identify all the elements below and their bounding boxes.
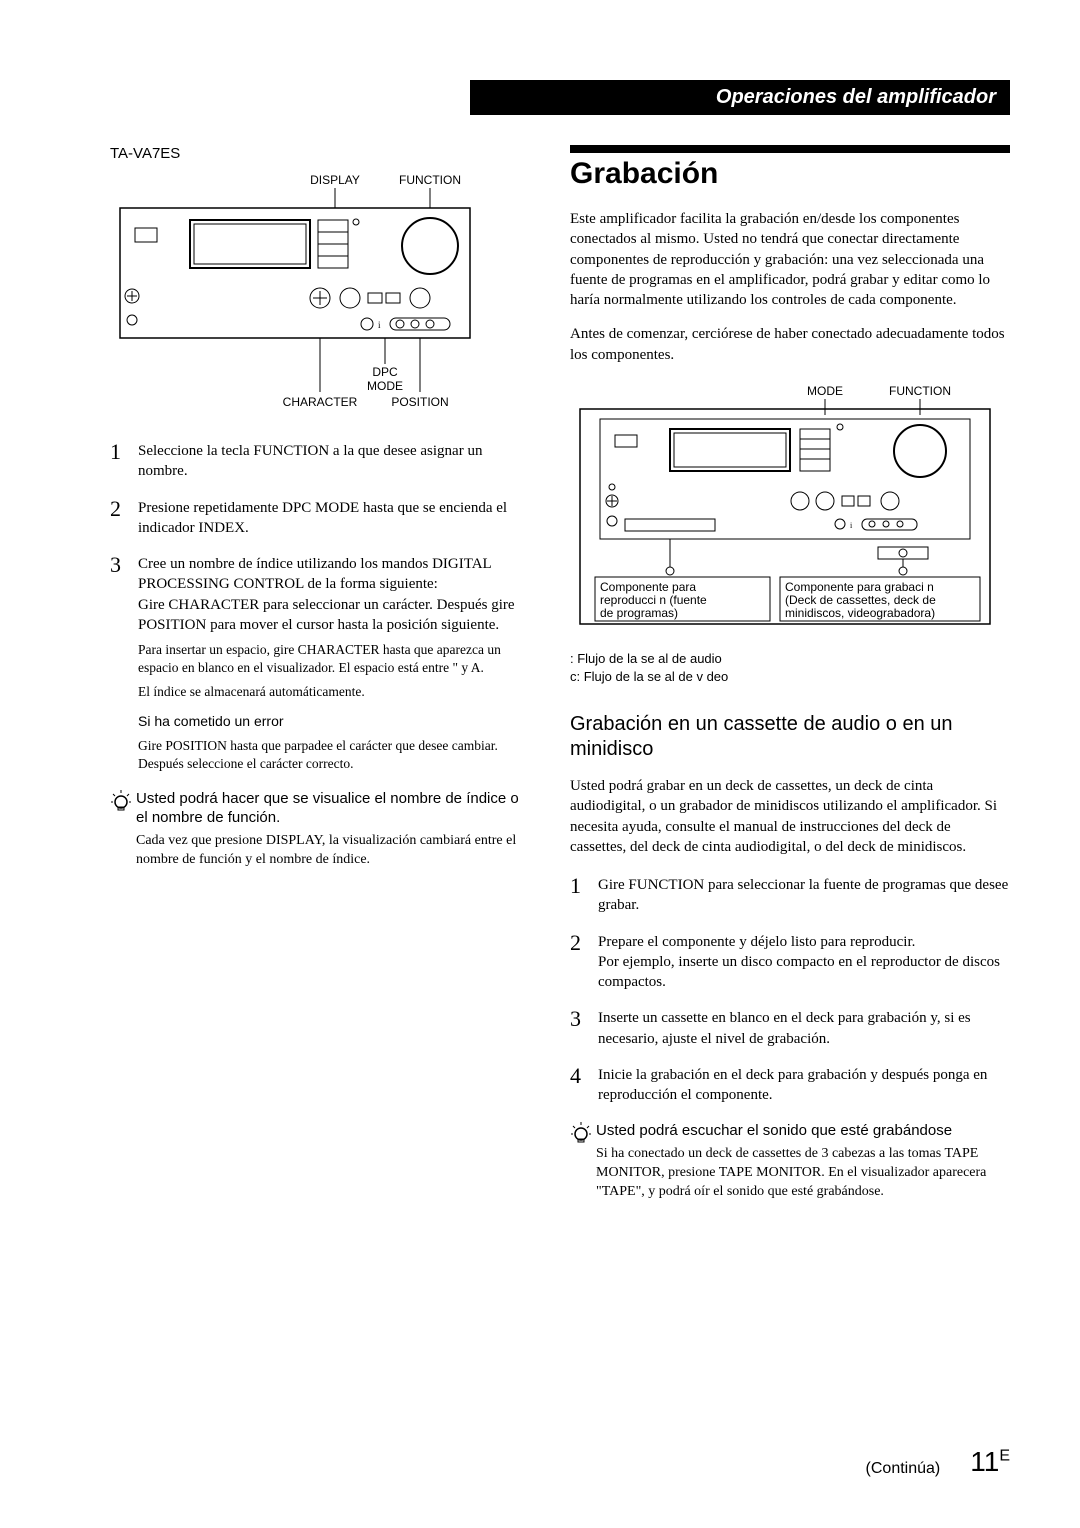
svg-text:de programas): de programas) [600,606,678,620]
step-number: 1 [110,441,138,482]
page-footer: (Continúa) 11E [866,1446,1010,1478]
model-label: TA-VA7ES [110,145,530,162]
tip-icon [570,1121,596,1148]
svg-text:MODE: MODE [367,379,403,393]
step-number: 2 [570,932,598,993]
svg-text:POSITION: POSITION [391,395,448,409]
right-step-4: 4 Inicie la grabación en el deck para gr… [570,1065,1010,1106]
page-number: 11E [970,1446,1010,1478]
step-text: Seleccione la tecla FUNCTION a la que de… [138,441,530,482]
left-column: TA-VA7ES DISPLAY FUNCTION [110,145,530,1202]
error-body: Gire POSITION hasta que parpadee el cará… [138,737,530,773]
amplifier-diagram-right: MODE FUNCTION [570,379,1010,644]
section-header: Operaciones del amplificador [470,80,1010,115]
svg-text:(Deck de cassettes, deck de: (Deck de cassettes, deck de [785,593,936,607]
title-rule [570,145,1010,153]
svg-text:MODE: MODE [807,384,843,398]
left-step-3: 3 Cree un nombre de índice utilizando lo… [110,554,530,773]
diagram-legend: : Flujo de la se al de audio c: Flujo de… [570,650,1010,686]
svg-text:DPC: DPC [372,365,398,379]
right-column: Grabación Este amplificador facilita la … [570,145,1010,1202]
svg-text:FUNCTION: FUNCTION [399,173,461,187]
legend-line: : Flujo de la se al de audio [570,650,1010,668]
svg-text:minidiscos, videograbadora): minidiscos, videograbadora) [785,606,935,620]
svg-text:reproducci n (fuente: reproducci n (fuente [600,593,707,607]
step-number: 2 [110,498,138,539]
step-text: Inserte un cassette en blanco en el deck… [598,1008,1010,1049]
left-step-1: 1 Seleccione la tecla FUNCTION a la que … [110,441,530,482]
step-text: Gire FUNCTION para seleccionar la fuente… [598,875,1010,916]
step-note: El índice se almacenará automáticamente. [138,683,530,701]
svg-text:DISPLAY: DISPLAY [310,173,360,187]
intro-para-1: Este amplificador facilita la grabación … [570,209,1010,310]
page-title: Grabación [570,157,1010,191]
intro-para-2: Antes de comenzar, cerciórese de haber c… [570,324,1010,365]
step-text: Prepare el componente y déjelo listo par… [598,932,1010,993]
right-step-3: 3 Inserte un cassette en blanco en el de… [570,1008,1010,1049]
tip-icon [110,789,136,816]
svg-text:i: i [850,521,853,530]
legend-line: c: Flujo de la se al de v deo [570,668,1010,686]
tip-heading: Usted podrá hacer que se visualice el no… [136,789,530,828]
tip-body: Si ha conectado un deck de cassettes de … [596,1145,1010,1202]
step-text: Presione repetidamente DPC MODE hasta qu… [138,498,530,539]
svg-text:Componente para: Componente para [600,580,696,594]
step-number: 3 [110,554,138,773]
tip-body: Cada vez que presione DISPLAY, la visual… [136,832,530,870]
svg-text:FUNCTION: FUNCTION [889,384,951,398]
left-step-2: 2 Presione repetidamente DPC MODE hasta … [110,498,530,539]
svg-text:i: i [378,320,381,330]
error-heading: Si ha cometido un error [138,712,530,731]
svg-text:CHARACTER: CHARACTER [283,395,358,409]
intro-para-3: Usted podrá grabar en un deck de cassett… [570,776,1010,857]
amplifier-diagram-left: DISPLAY FUNCTION [110,168,530,423]
tip-heading: Usted podrá escuchar el sonido que esté … [596,1121,1010,1141]
step-note: Para insertar un espacio, gire CHARACTER… [138,641,530,677]
step-number: 4 [570,1065,598,1106]
continue-label: (Continúa) [866,1460,941,1478]
svg-text:Componente para grabaci n: Componente para grabaci n [785,580,934,594]
tip-block: Usted podrá escuchar el sonido que esté … [570,1121,1010,1201]
step-text: Cree un nombre de índice utilizando los … [138,554,530,773]
step-text: Inicie la grabación en el deck para grab… [598,1065,1010,1106]
right-step-1: 1 Gire FUNCTION para seleccionar la fuen… [570,875,1010,916]
tip-block: Usted podrá hacer que se visualice el no… [110,789,530,870]
right-step-2: 2 Prepare el componente y déjelo listo p… [570,932,1010,993]
step-number: 3 [570,1008,598,1049]
step-number: 1 [570,875,598,916]
subsection-title: Grabación en un cassette de audio o en u… [570,712,1010,762]
